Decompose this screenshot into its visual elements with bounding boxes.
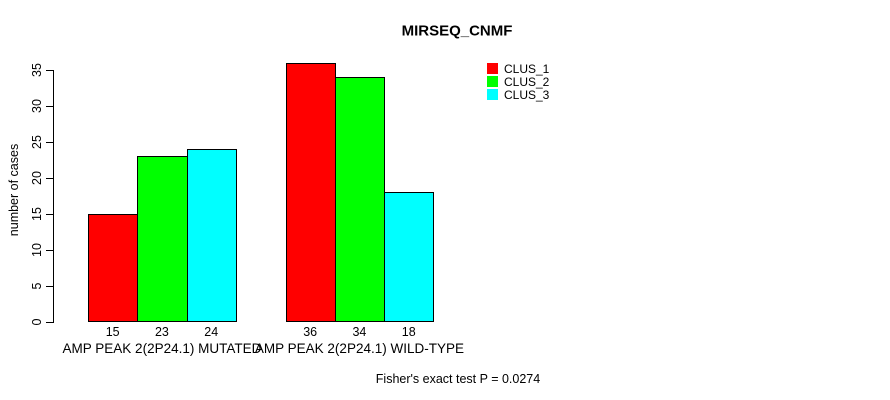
bar-value-label: 18 xyxy=(401,325,416,339)
y-tick-label: 25 xyxy=(30,135,44,149)
y-tick-mark xyxy=(46,105,53,107)
bar-clus_3-group2 xyxy=(384,192,435,322)
legend-label: CLUS_2 xyxy=(504,74,550,89)
bar-value-label: 23 xyxy=(154,325,169,339)
y-tick-mark xyxy=(46,177,53,179)
y-tick-label: 20 xyxy=(30,171,44,185)
legend-swatch-icon xyxy=(487,76,498,87)
x-category-label: AMP PEAK 2(2P24.1) MUTATED xyxy=(62,341,262,356)
y-tick-mark xyxy=(46,213,53,215)
bar-clus_1-group1 xyxy=(88,214,139,322)
bar-value-label: 24 xyxy=(204,325,219,339)
y-tick-label: 5 xyxy=(30,282,44,290)
legend-item-clus_2: CLUS_2 xyxy=(487,74,550,89)
legend-swatch-icon xyxy=(487,63,498,74)
y-tick-mark xyxy=(46,141,53,143)
y-tick-mark xyxy=(46,285,53,287)
legend-item-clus_3: CLUS_3 xyxy=(487,87,550,102)
y-axis-line xyxy=(53,70,54,323)
bar-value-label: 36 xyxy=(303,325,318,339)
y-tick-label: 30 xyxy=(30,99,44,113)
bar-clus_2-group2 xyxy=(334,77,386,322)
legend-label: CLUS_1 xyxy=(504,61,550,76)
y-tick-mark xyxy=(46,249,53,251)
bar-value-label: 15 xyxy=(105,325,120,339)
bar-clus_3-group1 xyxy=(186,149,237,322)
chart-title: MIRSEQ_CNMF xyxy=(401,22,513,40)
x-category-label: AMP PEAK 2(2P24.1) WILD-TYPE xyxy=(254,341,464,356)
y-tick-label: 10 xyxy=(30,243,44,257)
bar-clus_1-group2 xyxy=(285,62,336,322)
legend-swatch-icon xyxy=(487,89,498,100)
y-tick-mark xyxy=(46,69,53,71)
bar-value-label: 34 xyxy=(352,325,367,339)
y-tick-label: 0 xyxy=(30,318,44,326)
legend: CLUS_1 CLUS_2 CLUS_3 xyxy=(487,61,550,102)
bar-clus_2-group1 xyxy=(137,156,188,322)
y-tick-mark xyxy=(46,321,53,323)
y-tick-label: 15 xyxy=(30,207,44,221)
y-tick-label: 35 xyxy=(30,63,44,77)
legend-label: CLUS_3 xyxy=(504,87,550,102)
annotation-fisher-test: Fisher's exact test P = 0.0274 xyxy=(375,372,541,386)
legend-item-clus_1: CLUS_1 xyxy=(487,61,550,76)
